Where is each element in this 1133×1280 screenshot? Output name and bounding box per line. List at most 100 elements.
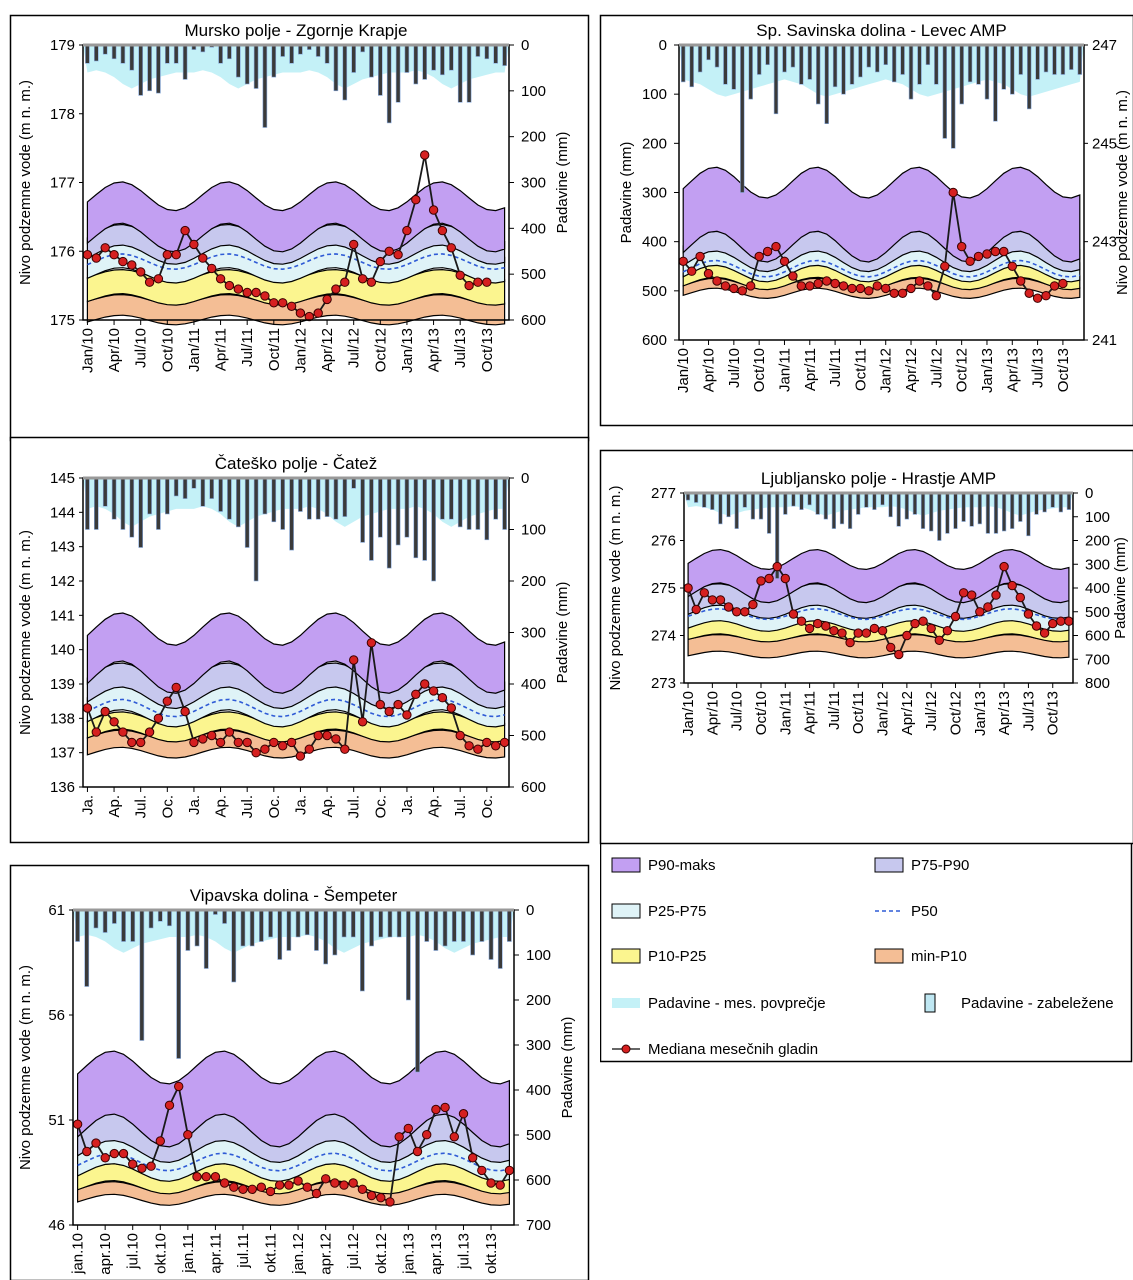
rain-bar <box>466 477 472 530</box>
median-point <box>1031 621 1042 631</box>
median-point <box>322 294 332 305</box>
level-tick-label: 243 <box>1092 234 1117 251</box>
median-point <box>215 274 226 284</box>
rain-bar <box>959 44 964 105</box>
rain-bar <box>1077 44 1083 75</box>
legend-item-p75p90: P75-P90 <box>874 857 969 874</box>
median-point <box>403 1123 413 1134</box>
x-tick-label: Ja. <box>186 795 203 815</box>
rain-bar <box>831 492 836 529</box>
rain-tick-label: 0 <box>526 902 534 919</box>
x-tick-label: apr.10 <box>97 1233 114 1275</box>
median-point <box>779 256 790 266</box>
rain-bar <box>1010 44 1015 95</box>
rain-bar <box>766 492 772 534</box>
rain-bar <box>387 909 393 938</box>
rain-bar <box>731 44 737 90</box>
x-tick-label: Apr/12 <box>319 328 336 372</box>
rain-bar <box>333 44 339 92</box>
rain-bar <box>502 477 507 530</box>
median-point <box>699 588 709 598</box>
median-point <box>965 256 975 266</box>
rain-bar <box>442 909 448 947</box>
x-tick-label: jan.12 <box>290 1233 307 1275</box>
legend-label: P25-P75 <box>648 903 706 920</box>
rain-bar <box>891 44 897 83</box>
rain-bar <box>173 44 179 64</box>
level-tick-label: 139 <box>50 676 75 693</box>
level-axis-title: Nivo podzemne vode (m n. m.) <box>607 485 624 690</box>
x-tick-label: Ja. <box>399 795 416 815</box>
median-point <box>821 621 831 631</box>
legend-item-rain_rec: Padavine - zabeležene <box>924 993 1114 1013</box>
x-tick-label: okt.12 <box>373 1233 390 1274</box>
median-point <box>118 1148 129 1159</box>
rain-bar <box>502 44 507 66</box>
x-tick-label: apr.11 <box>207 1233 224 1274</box>
rain-bar <box>702 492 707 508</box>
rain-bar <box>872 492 877 510</box>
median-point <box>82 703 93 713</box>
median-point <box>861 628 871 638</box>
median-point <box>754 251 764 262</box>
median-point <box>788 271 798 281</box>
x-tick-label: Jan/13 <box>972 691 989 736</box>
rain-tick-label: 400 <box>521 220 546 237</box>
level-tick-label: 277 <box>651 485 676 502</box>
legend-item-p90max: P90-maks <box>611 857 716 874</box>
median-point <box>886 642 896 653</box>
median-point <box>82 250 93 260</box>
median-point <box>437 693 448 703</box>
median-point <box>376 1193 386 1203</box>
rain-bar <box>148 909 154 929</box>
rain-tick-label: 100 <box>642 86 667 103</box>
median-point <box>1024 288 1034 298</box>
median-point <box>957 241 967 252</box>
rain-bar <box>167 909 172 927</box>
rain-bar <box>756 44 762 75</box>
median-point <box>923 281 933 291</box>
rain-bar <box>121 909 126 942</box>
median-point <box>486 1178 496 1188</box>
median-point <box>482 737 492 748</box>
level-tick-label: 137 <box>50 745 75 762</box>
rain-bar <box>85 44 90 64</box>
rain-bar <box>324 44 330 64</box>
rain-bar <box>977 492 982 525</box>
rain-bar <box>866 44 872 68</box>
median-point <box>375 256 385 267</box>
median-point <box>804 623 815 634</box>
rain-bar <box>929 492 934 532</box>
rain-bar <box>807 492 812 506</box>
legend-marker <box>621 1044 631 1054</box>
median-point <box>504 1165 515 1176</box>
x-tick-label: Apr/11 <box>213 328 230 371</box>
median-point <box>678 256 688 266</box>
rain-tick-label: 300 <box>521 175 546 192</box>
median-point <box>402 225 412 236</box>
rain-bar <box>200 477 206 507</box>
rain-bar <box>422 44 428 80</box>
chart-title: Mursko polje - Zgornje Krapje <box>185 21 408 40</box>
rain-bar <box>396 909 402 938</box>
rain-tick-label: 600 <box>1085 628 1110 645</box>
rain-bar <box>488 909 494 960</box>
median-point <box>136 267 146 277</box>
rain-bar <box>824 44 829 124</box>
median-point <box>872 281 882 291</box>
legend-frame <box>600 843 1133 1063</box>
rain-bar <box>726 492 731 518</box>
legend-swatch <box>874 857 904 873</box>
rain-axis-title: Padavine (mm) <box>1112 537 1129 639</box>
rain-bar <box>790 44 796 68</box>
rain-bar <box>157 909 163 922</box>
rain-tick-label: 200 <box>1085 533 1110 550</box>
rain-bar <box>765 44 770 66</box>
median-point <box>695 251 705 262</box>
median-point <box>313 308 323 318</box>
legend-swatch <box>611 857 641 873</box>
level-tick-label: 138 <box>50 710 75 727</box>
level-tick-label: 175 <box>50 312 75 329</box>
rain-bar <box>138 44 143 96</box>
rain-bar <box>271 44 277 78</box>
